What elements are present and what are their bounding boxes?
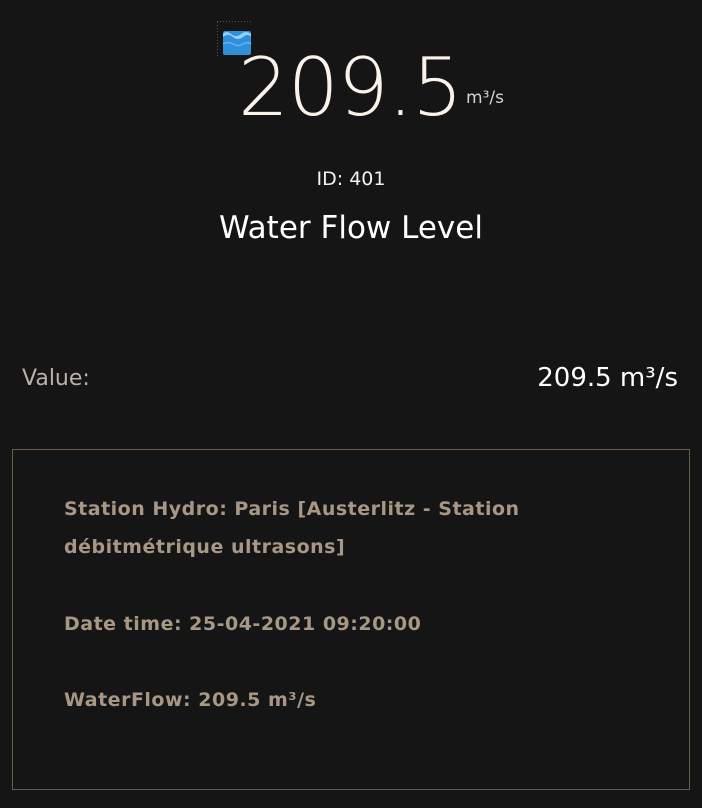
info-panel: Station Hydro: Paris [Austerlitz - Stati… bbox=[12, 449, 690, 790]
water-icon bbox=[216, 20, 253, 57]
big-reading-unit: m³/s bbox=[466, 88, 504, 108]
datetime-info: Date time: 25-04-2021 09:20:00 bbox=[64, 613, 422, 635]
value-label: Value: bbox=[22, 366, 90, 391]
waterflow-info: WaterFlow: 209.5 m³/s bbox=[64, 689, 317, 711]
reading-display: 209.5 m³/s bbox=[238, 38, 504, 138]
sensor-id: ID: 401 bbox=[316, 168, 386, 190]
big-reading-value: 209.5 bbox=[238, 41, 463, 134]
sensor-title: Water Flow Level bbox=[219, 210, 483, 246]
station-info: Station Hydro: Paris [Austerlitz - Stati… bbox=[64, 498, 520, 558]
value-text: 209.5 m³/s bbox=[537, 363, 678, 393]
